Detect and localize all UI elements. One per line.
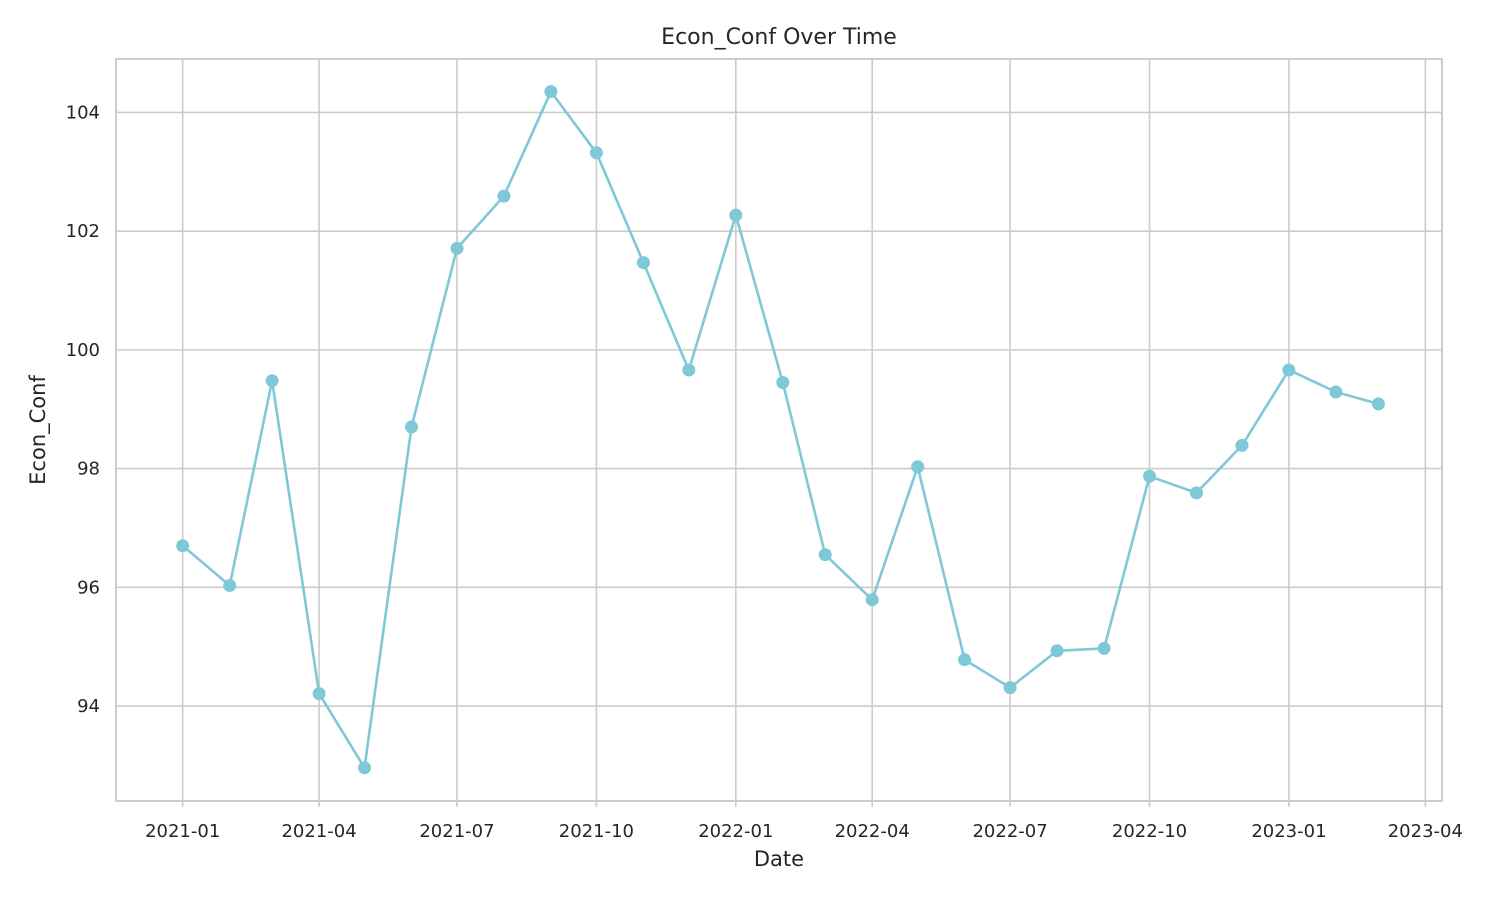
data-point	[1050, 644, 1064, 658]
data-point	[497, 189, 511, 203]
plot-frame	[115, 58, 1443, 802]
data-point	[223, 579, 237, 592]
y-tick-label: 98	[77, 459, 100, 480]
data-point	[1235, 438, 1249, 452]
y-tick-label: 100	[66, 340, 100, 361]
x-tick-label: 2022-10	[1112, 821, 1187, 842]
y-tick-label: 104	[66, 102, 100, 123]
data-point	[636, 256, 650, 270]
x-tick-label: 2021-10	[559, 821, 634, 842]
y-axis-label: Econ_Conf	[26, 375, 51, 485]
data-point	[1329, 385, 1343, 399]
data-point	[865, 593, 879, 607]
chart-title: Econ_Conf Over Time	[661, 25, 897, 50]
series-group	[176, 85, 1385, 775]
x-tick-label: 2022-07	[972, 821, 1047, 842]
data-point	[1190, 486, 1203, 500]
x-tick-label: 2022-04	[835, 821, 910, 842]
y-axis: 94 96 98 100 102 104	[66, 102, 100, 717]
data-point	[544, 85, 558, 99]
x-tick-label: 2021-07	[419, 821, 494, 842]
x-tick-label: 2023-04	[1388, 821, 1463, 842]
y-tick-label: 102	[66, 221, 100, 242]
y-tick-label: 96	[77, 577, 100, 598]
y-tick-label: 94	[77, 696, 100, 717]
x-tick-label: 2023-01	[1251, 821, 1326, 842]
data-point	[1371, 397, 1385, 411]
data-point	[682, 363, 696, 377]
data-point	[265, 374, 279, 388]
x-axis-label: Date	[754, 847, 804, 871]
series-line	[181, 90, 1379, 770]
data-point	[1143, 469, 1156, 483]
x-tick-label: 2021-04	[281, 821, 356, 842]
data-point	[729, 208, 743, 222]
x-axis: 2021-01 2021-04 2021-07 2021-10 2022-01 2022-…	[145, 801, 1463, 842]
data-point	[405, 420, 418, 434]
data-point	[1282, 363, 1296, 377]
data-point	[176, 539, 190, 553]
data-point	[911, 460, 925, 474]
data-point	[818, 548, 832, 562]
x-tick-label: 2021-01	[145, 821, 220, 842]
data-point	[450, 241, 464, 255]
x-tick-label: 2022-01	[698, 821, 773, 842]
data-point	[958, 653, 972, 667]
data-point	[312, 687, 326, 701]
data-point	[589, 146, 603, 160]
data-point	[358, 761, 371, 775]
data-point	[1097, 641, 1111, 655]
data-point	[1003, 681, 1017, 695]
data-point	[776, 376, 790, 389]
